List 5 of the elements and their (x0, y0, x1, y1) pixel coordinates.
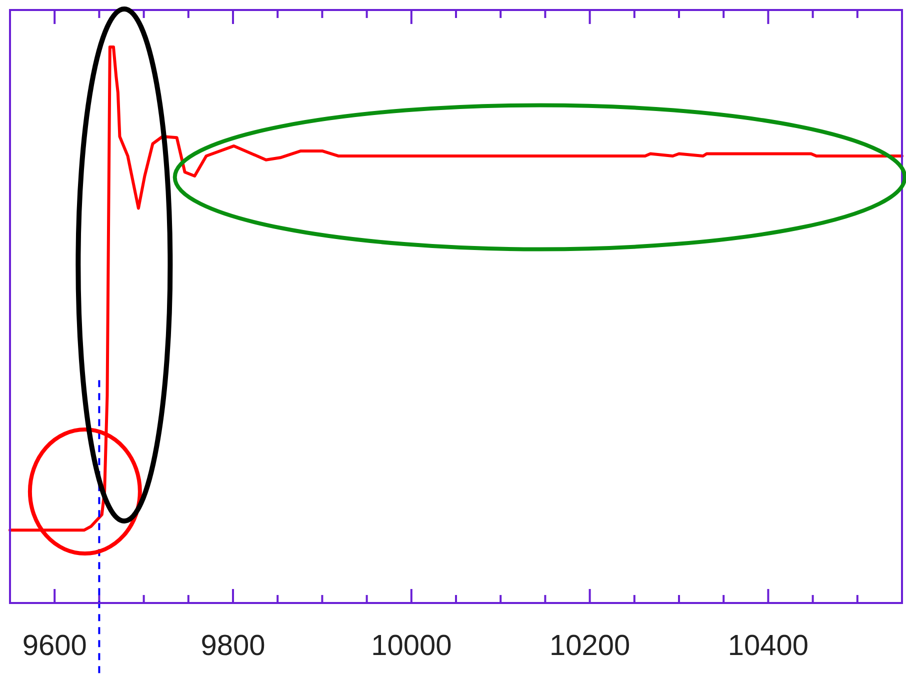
x-tick-label: 9800 (200, 630, 266, 662)
x-tick-label: 10200 (549, 630, 630, 662)
x-tick-label: 10000 (371, 630, 452, 662)
x-tick-label: 9600 (22, 630, 87, 662)
x-tick-label: 10400 (728, 630, 809, 662)
